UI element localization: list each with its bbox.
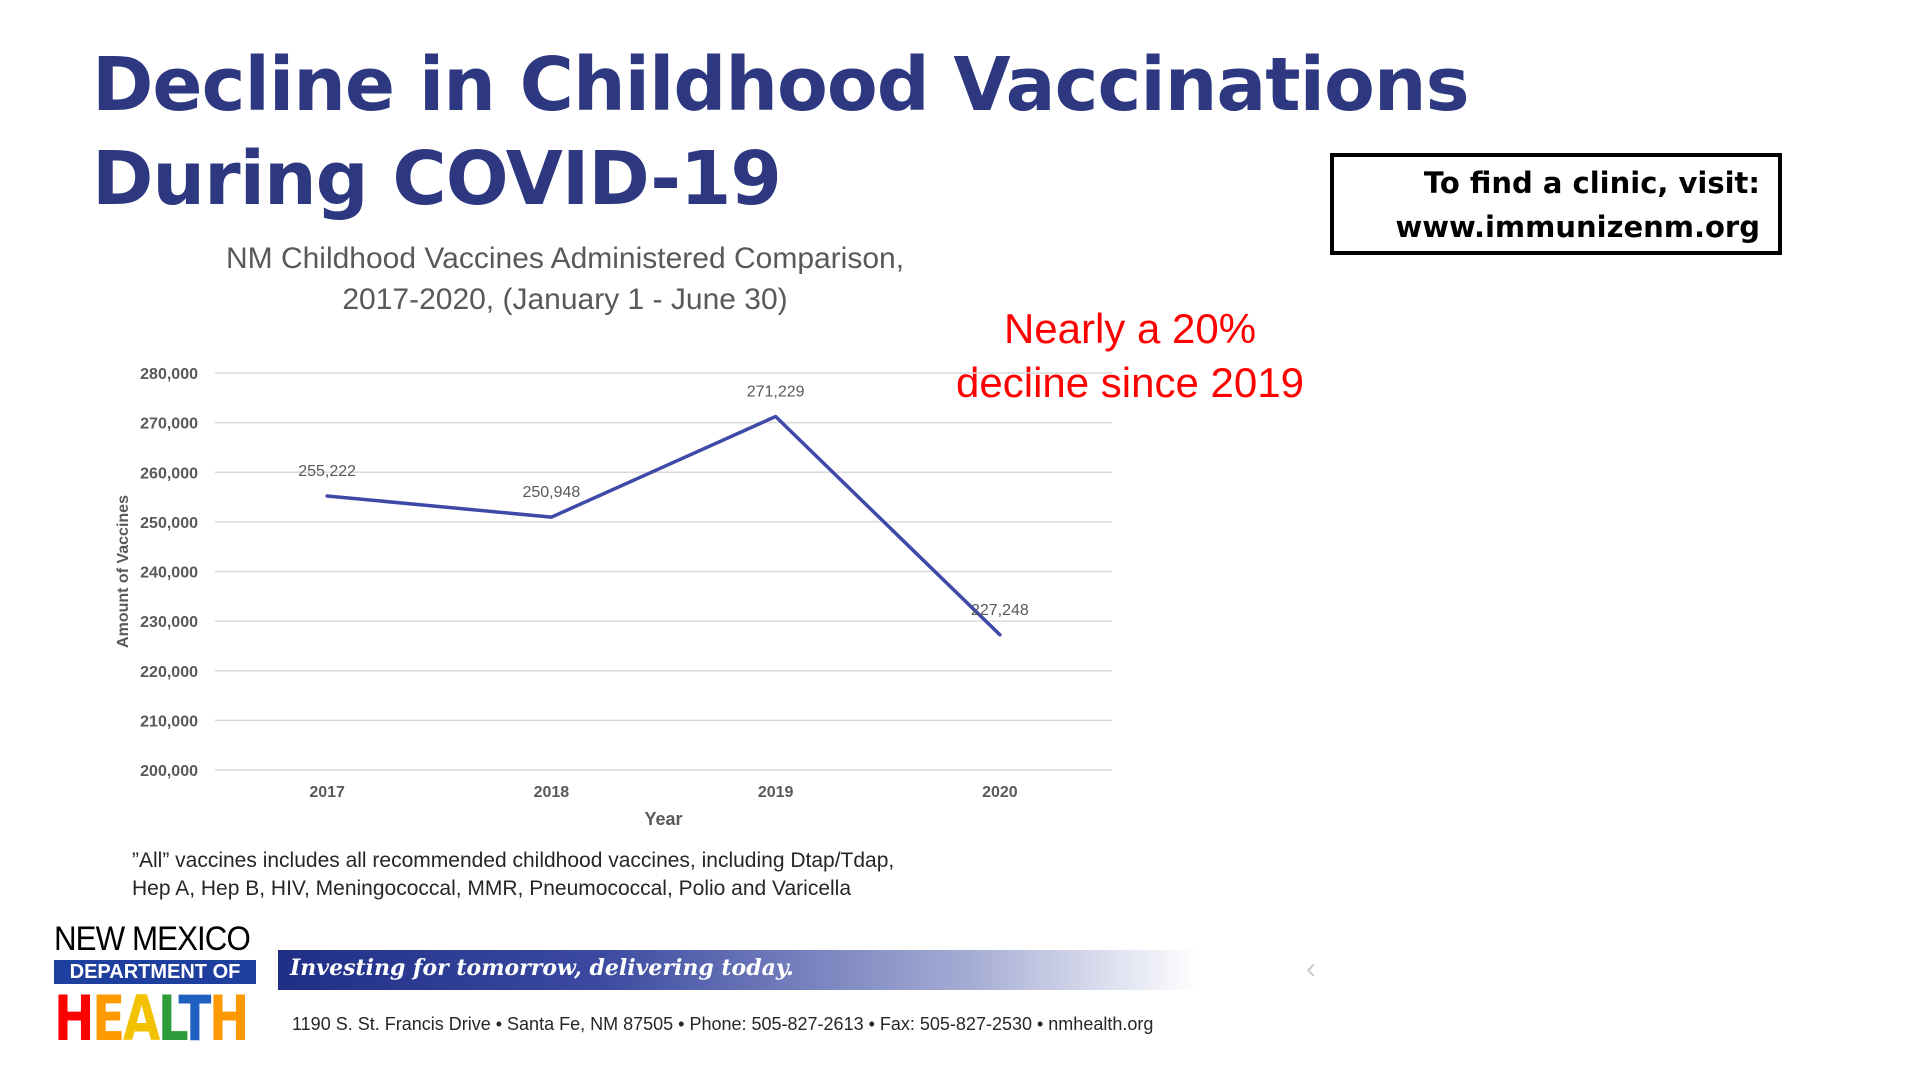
chart-footnote: ”All” vaccines includes all recommended … <box>132 847 1032 903</box>
data-point <box>998 633 1002 637</box>
chart-footnote-line1: ”All” vaccines includes all recommended … <box>132 849 895 872</box>
nmdoh-logo: NEW MEXICO DEPARTMENT OF HEALTH <box>54 922 256 1050</box>
y-tick-label: 250,000 <box>140 515 198 532</box>
footer-address: 1190 S. St. Francis Drive • Santa Fe, NM… <box>292 1014 1154 1034</box>
x-tick-label: 2017 <box>309 784 345 801</box>
y-tick-label: 230,000 <box>140 614 198 631</box>
data-label: 250,948 <box>522 484 580 501</box>
slide-title-line2: During COVID-19 <box>92 136 782 222</box>
logo-new-mexico: NEW MEXICO <box>54 920 251 958</box>
tagline-text: Investing for tomorrow, delivering today… <box>290 955 794 981</box>
clinic-info-url[interactable]: www.immunizenm.org <box>1395 210 1760 244</box>
slide-title: Decline in Childhood Vaccinations During… <box>92 38 1470 226</box>
chart-title-line2: 2017-2020, (January 1 - June 30) <box>342 283 788 316</box>
tagline-banner: Investing for tomorrow, delivering today… <box>278 950 1198 990</box>
chart-footnote-line2: Hep A, Hep B, HIV, Meningococcal, MMR, P… <box>132 877 852 900</box>
data-point <box>774 415 778 419</box>
y-axis-title: Amount of Vaccines <box>115 495 132 648</box>
decline-annotation-line1: Nearly a 20% <box>1003 305 1257 352</box>
y-tick-label: 200,000 <box>140 763 198 780</box>
logo-health-letter: E <box>92 982 125 1055</box>
data-label: 255,222 <box>298 463 356 480</box>
x-tick-label: 2020 <box>982 784 1018 801</box>
y-tick-label: 220,000 <box>140 664 198 681</box>
x-tick-label: 2019 <box>758 784 794 801</box>
y-tick-label: 280,000 <box>140 366 198 383</box>
x-tick-label: 2018 <box>534 784 570 801</box>
decline-annotation-line2: decline since 2019 <box>956 359 1304 406</box>
slide-title-line1: Decline in Childhood Vaccinations <box>92 42 1470 128</box>
series-line <box>325 414 1002 637</box>
chart-title-line1: NM Childhood Vaccines Administered Compa… <box>225 242 905 275</box>
y-tick-label: 270,000 <box>140 416 198 433</box>
logo-health: HEALTH <box>54 988 250 1050</box>
logo-health-letter: H <box>209 982 249 1055</box>
y-tick-label: 260,000 <box>140 465 198 482</box>
logo-health-letter: H <box>54 982 94 1055</box>
chart-title: NM Childhood Vaccines Administered Compa… <box>120 238 1010 320</box>
data-label: 227,248 <box>971 602 1029 619</box>
y-tick-label: 240,000 <box>140 565 198 582</box>
data-point <box>325 494 329 498</box>
x-axis-title: Year <box>644 809 682 829</box>
logo-health-letter: T <box>178 982 211 1055</box>
data-point <box>549 515 553 519</box>
logo-health-letter: L <box>157 982 181 1055</box>
y-tick-label: 210,000 <box>140 713 198 730</box>
logo-health-letter: A <box>122 982 160 1055</box>
data-label: 271,229 <box>747 384 805 401</box>
clinic-info-box: To find a clinic, visit: www.immunizenm.… <box>1330 153 1782 255</box>
clinic-info-line1: To find a clinic, visit: <box>1423 166 1760 200</box>
logo-department-of: DEPARTMENT OF <box>54 960 256 984</box>
decorative-mark: ‹ <box>1306 952 1316 985</box>
decline-annotation: Nearly a 20% decline since 2019 <box>930 302 1330 410</box>
